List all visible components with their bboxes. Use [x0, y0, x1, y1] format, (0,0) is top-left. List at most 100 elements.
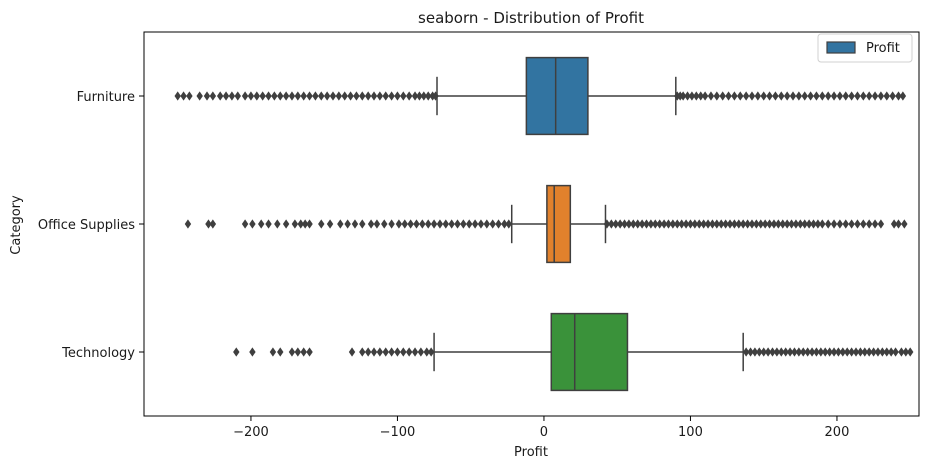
outlier-point [739, 219, 747, 229]
outlier-point [306, 91, 313, 101]
outlier-point [701, 91, 709, 101]
outlier-point [282, 91, 290, 101]
outlier-point [778, 347, 785, 357]
outlier-point [792, 219, 800, 229]
outlier-point [394, 91, 401, 101]
outlier-point [348, 347, 356, 357]
outlier-point [797, 219, 804, 229]
outlier-point [359, 91, 366, 101]
outlier-point [376, 91, 384, 101]
outlier-point [216, 91, 224, 101]
y-tick-label: Furniture [77, 90, 135, 105]
outlier-point [425, 219, 432, 229]
outlier-point [682, 219, 690, 229]
outlier-point [364, 347, 372, 357]
outlier-point [808, 347, 816, 357]
outlier-point [405, 91, 413, 101]
outlier-point [405, 347, 413, 357]
outlier-point [400, 347, 407, 357]
outlier-point [824, 219, 832, 229]
outlier-point [300, 347, 307, 357]
outlier-point [249, 219, 256, 229]
outlier-point [634, 219, 641, 229]
outlier-point [764, 347, 772, 357]
outlier-point [795, 91, 803, 101]
outlier-point [801, 219, 808, 229]
outlier-point [819, 219, 826, 229]
outlier-point [326, 219, 334, 229]
outlier-point [432, 91, 439, 101]
outlier-point [783, 219, 791, 229]
outlier-point [294, 91, 302, 101]
outlier-point [684, 91, 691, 101]
outlier-point [744, 219, 751, 229]
outlier-point [709, 219, 716, 229]
outlier-point [233, 347, 240, 357]
outlier-point [737, 91, 744, 101]
outlier-point [887, 347, 895, 357]
outlier-point [353, 91, 360, 101]
outlier-point [810, 219, 817, 229]
outlier-point [860, 91, 867, 101]
outlier-point [400, 91, 407, 101]
outlier-point [877, 91, 885, 101]
outlier-point [621, 219, 628, 229]
outlier-point [789, 91, 797, 101]
outlier-point [830, 91, 838, 101]
outlier-point [713, 91, 721, 101]
x-tick-label: 0 [540, 425, 548, 440]
outlier-point [822, 347, 829, 357]
outlier-point [770, 219, 778, 229]
outlier-point [306, 347, 313, 357]
outlier-point [416, 91, 423, 101]
outlier-point [312, 91, 319, 101]
outlier-point [301, 219, 309, 229]
outlier-point [413, 219, 420, 229]
outlier-point [359, 219, 366, 229]
outlier-point [427, 347, 435, 357]
outlier-point [766, 219, 773, 229]
outlier-point [760, 347, 767, 357]
outlier-point [460, 219, 467, 229]
outlier-point [704, 219, 712, 229]
outlier-point [830, 219, 838, 229]
outlier-point [669, 219, 677, 229]
outlier-point [483, 219, 491, 229]
outlier-point [848, 91, 855, 101]
outlier-point [616, 219, 624, 229]
outlier-point [801, 91, 808, 101]
outlier-point [647, 219, 655, 229]
outlier-point [337, 219, 344, 229]
outlier-point [656, 219, 663, 229]
box-office-supplies [546, 184, 572, 264]
outlier-point [696, 219, 703, 229]
chart-title: seaborn - Distribution of Profit [418, 9, 644, 27]
outlier-point [347, 91, 354, 101]
outlier-point [870, 347, 877, 357]
outlier-point [824, 91, 832, 101]
outlier-point [466, 219, 473, 229]
outlier-point [241, 91, 249, 101]
outlier-point [630, 219, 637, 229]
outlier-point [865, 347, 873, 357]
outlier-point [805, 219, 813, 229]
outlier-point [865, 219, 873, 229]
outlier-point [773, 347, 781, 357]
legend-label: Profit [866, 41, 900, 56]
outlier-point [265, 91, 272, 101]
outlier-point [783, 91, 791, 101]
outlier-point [779, 219, 786, 229]
outlier-point [748, 91, 756, 101]
outlier-point [807, 91, 814, 101]
outlier-point [835, 347, 842, 357]
outlier-point [747, 347, 754, 357]
outlier-point [687, 219, 694, 229]
outlier-point [612, 219, 619, 229]
outlier-point [318, 219, 325, 229]
outlier-point [259, 91, 266, 101]
legend-swatch [826, 41, 856, 54]
outlier-point [860, 219, 867, 229]
outlier-point [842, 219, 849, 229]
outlier-point [674, 219, 681, 229]
outlier-point [731, 219, 738, 229]
